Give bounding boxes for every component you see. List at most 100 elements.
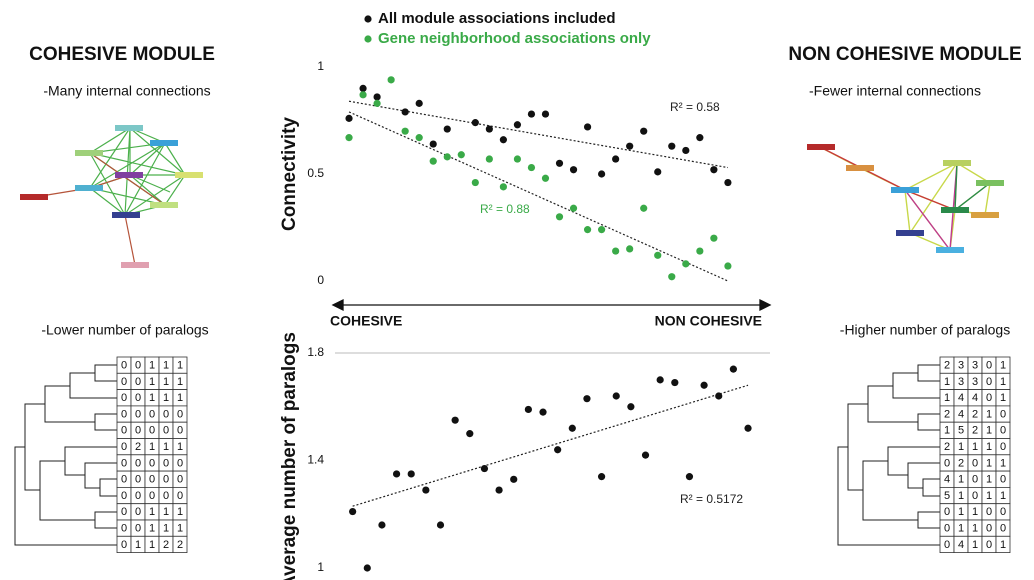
point xyxy=(452,417,459,424)
cell-value: 1 xyxy=(1000,457,1006,469)
cell-value: 0 xyxy=(135,474,141,486)
cell-value: 2 xyxy=(944,441,950,453)
point xyxy=(542,110,549,117)
point xyxy=(668,143,675,150)
cell-value: 1 xyxy=(149,523,155,535)
point xyxy=(570,205,577,212)
panel-title: COHESIVE MODULE xyxy=(29,44,215,65)
cell-value: 1 xyxy=(986,408,992,420)
cell-value: 0 xyxy=(177,457,183,469)
cell-value: 0 xyxy=(986,392,992,404)
point xyxy=(430,140,437,147)
caption: -Fewer internal connections xyxy=(809,83,981,99)
cell-value: 1 xyxy=(163,506,169,518)
point xyxy=(388,76,395,83)
cell-value: 2 xyxy=(972,408,978,420)
point xyxy=(730,366,737,373)
point xyxy=(345,134,352,141)
cell-value: 1 xyxy=(163,376,169,388)
point xyxy=(626,245,633,252)
cell-value: 0 xyxy=(121,523,127,535)
cell-value: 0 xyxy=(986,506,992,518)
cell-value: 0 xyxy=(121,425,127,437)
point xyxy=(402,108,409,115)
cell-value: 0 xyxy=(177,490,183,502)
point xyxy=(584,226,591,233)
cell-value: 4 xyxy=(958,539,964,551)
cell-value: 0 xyxy=(121,539,127,551)
point xyxy=(724,262,731,269)
legend-label: Gene neighborhood associations only xyxy=(378,30,651,47)
point xyxy=(612,247,619,254)
cell-value: 1 xyxy=(958,506,964,518)
point xyxy=(458,151,465,158)
cell-value: 1 xyxy=(177,506,183,518)
point xyxy=(500,136,507,143)
point xyxy=(359,91,366,98)
point xyxy=(626,143,633,150)
y-tick-label: 0 xyxy=(317,273,324,287)
cell-value: 5 xyxy=(944,490,950,502)
cell-value: 0 xyxy=(149,425,155,437)
cell-value: 1 xyxy=(149,441,155,453)
point xyxy=(472,179,479,186)
point xyxy=(682,147,689,154)
point xyxy=(598,473,605,480)
point xyxy=(359,85,366,92)
cell-value: 1 xyxy=(163,441,169,453)
point xyxy=(640,205,647,212)
cell-value: 0 xyxy=(135,392,141,404)
cell-value: 1 xyxy=(163,523,169,535)
cell-value: 0 xyxy=(1000,408,1006,420)
cell-value: 0 xyxy=(121,408,127,420)
cell-value: 0 xyxy=(163,425,169,437)
cell-value: 1 xyxy=(177,441,183,453)
legend-marker xyxy=(364,15,371,22)
point xyxy=(402,128,409,135)
point xyxy=(373,93,380,100)
caption: -Lower number of paralogs xyxy=(41,322,208,338)
cell-value: 0 xyxy=(149,474,155,486)
dendrogram xyxy=(15,365,117,545)
cell-value: 0 xyxy=(972,490,978,502)
cell-value: 1 xyxy=(972,441,978,453)
point xyxy=(408,470,415,477)
cell-value: 2 xyxy=(944,360,950,372)
cell-value: 2 xyxy=(163,539,169,551)
point xyxy=(710,166,717,173)
point xyxy=(373,100,380,107)
point xyxy=(583,395,590,402)
cell-value: 0 xyxy=(135,457,141,469)
point xyxy=(437,521,444,528)
dendrogram xyxy=(838,365,940,545)
cell-value: 0 xyxy=(149,490,155,502)
cell-value: 3 xyxy=(958,376,964,388)
cell-value: 1 xyxy=(986,490,992,502)
cell-value: 0 xyxy=(944,523,950,535)
cell-value: 0 xyxy=(121,376,127,388)
cell-value: 1 xyxy=(149,360,155,372)
point xyxy=(525,406,532,413)
trend-line xyxy=(353,385,748,506)
point xyxy=(598,170,605,177)
cell-value: 3 xyxy=(972,360,978,372)
cell-value: 1 xyxy=(177,392,183,404)
point xyxy=(686,473,693,480)
point xyxy=(613,392,620,399)
trend-line xyxy=(349,112,728,281)
point xyxy=(422,486,429,493)
cell-value: 0 xyxy=(177,474,183,486)
cell-value: 0 xyxy=(163,490,169,502)
cell-value: 1 xyxy=(944,376,950,388)
point xyxy=(724,179,731,186)
cell-value: 0 xyxy=(986,523,992,535)
cell-value: 1 xyxy=(972,523,978,535)
cell-value: 4 xyxy=(972,392,978,404)
cell-value: 1 xyxy=(1000,539,1006,551)
point xyxy=(542,175,549,182)
point xyxy=(514,121,521,128)
cell-value: 1 xyxy=(149,539,155,551)
cell-value: 2 xyxy=(972,425,978,437)
point xyxy=(481,465,488,472)
point xyxy=(584,123,591,130)
